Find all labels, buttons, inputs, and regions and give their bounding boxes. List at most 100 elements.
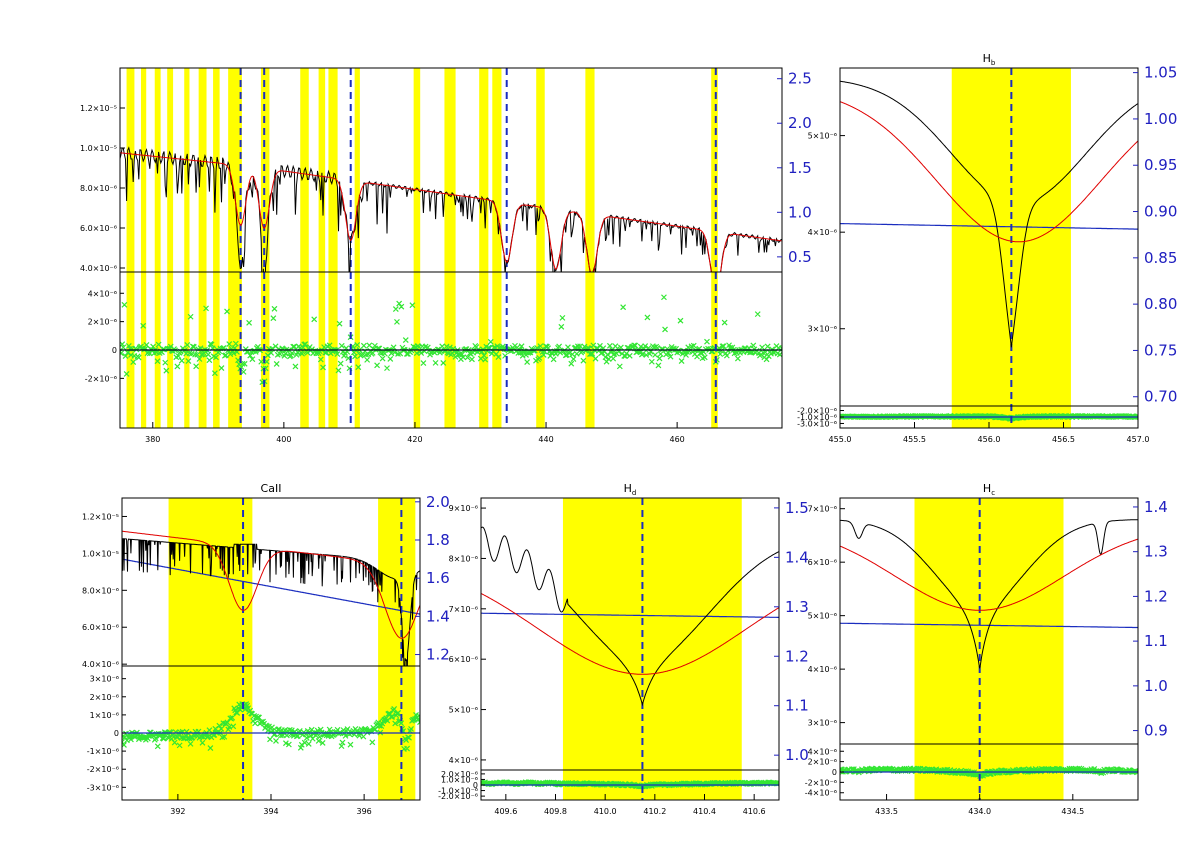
xtick-label: 433.5 [875,807,898,816]
ytick-right-label: 1.6 [426,569,450,587]
xtick-label: 400 [276,435,291,444]
ytick-right-label: 1.4 [426,607,450,625]
mask-band [184,68,190,428]
ytick-right-label: 1.0 [785,746,809,764]
ytick-label: 5×10⁻⁶ [808,612,837,621]
title-main: CaII [261,482,282,495]
mask-band [413,68,421,428]
ytick-right-label: 1.00 [1144,110,1177,128]
panel-overview: 1.2×10⁻⁵ 1.0×10⁻⁵ 8.0×10⁻⁶ 6.0×10⁻⁶ 4.0×10⁻⁶… [80,67,812,444]
ytick-right-label: 1.3 [1144,543,1168,561]
ytick-label: 4×10⁻⁶ [808,228,837,237]
ytick-label: 6×10⁻⁶ [808,558,837,567]
ytick-label: 8.0×10⁻⁶ [82,586,119,595]
ytick-right-label: 1.1 [1144,632,1168,650]
panel-caii: 1.2×10⁻⁵ 1.0×10⁻⁵ 8.0×10⁻⁶ 6.0×10⁻⁶ 4.0×10⁻⁶… [82,482,450,816]
mask-band [492,68,502,428]
mask-band [126,68,135,428]
resid-tick-label: -1.0×10⁻⁶ [438,787,478,796]
mask-band [228,68,242,428]
ytick-label: 6×10⁻⁶ [449,655,478,664]
resid-tick-label: -2×10⁻⁶ [87,765,119,774]
ytick-right-label: 1.3 [785,598,809,616]
model-spectrum [120,152,782,272]
panel-title: Hb [983,52,996,67]
mask-band [354,68,360,428]
ytick-right-label: 1.4 [1144,498,1168,516]
ytick-right-label: 1.0 [1144,677,1168,695]
panel-hb: 5×10⁻⁶ 4×10⁻⁶ 3×10⁻⁶ 0.70 0.75 0.80 0.85 0.90 0.… [797,52,1177,444]
ytick-label: 1.2×10⁻⁵ [80,104,117,113]
panel-hd: 9×10⁻⁶ 8×10⁻⁶ 7×10⁻⁶ 6×10⁻⁶ 5×10⁻⁶ 4×10⁻⁶ 1.0 1… [438,482,809,816]
resid-tick-label: -3×10⁻⁶ [87,783,119,792]
mask-band [198,68,207,428]
ytick-right-label: 1.5 [788,159,812,177]
ytick-label: 8.0×10⁻⁶ [80,184,117,193]
ytick-right-label: 1.8 [426,531,450,549]
resid-tick-label: -2.0×10⁻⁶ [797,407,837,416]
resid-tick-label: -1.0×10⁻⁶ [797,413,837,422]
title-sub: d [632,489,636,497]
resid-tick-label: 3×10⁻⁶ [90,675,119,684]
ytick-label: 1.0×10⁻⁵ [80,144,117,153]
ytick-label: 7×10⁻⁶ [449,605,478,614]
xtick-label: 456.0 [978,435,1001,444]
resid-tick-label: 2×10⁻⁶ [90,693,119,702]
ytick-right-label: 1.2 [426,646,450,664]
mask-band [328,68,338,428]
ytick-label: 3×10⁻⁶ [808,719,837,728]
ytick-label: 6.0×10⁻⁶ [80,224,117,233]
ytick-right-label: 1.0 [788,203,812,221]
continuum-curve [481,612,779,618]
ytick-right-label: 0.80 [1144,295,1177,313]
residual-markers [122,701,420,752]
xtick-label: 434.5 [1061,807,1084,816]
mask-band [914,498,1064,800]
xtick-label: 396 [356,807,371,816]
ytick-right-label: 2.5 [788,70,812,88]
resid-tick-label: 1.0×10⁻⁶ [441,775,478,784]
model-spectrum [122,530,420,639]
resid-tick-label: 2×10⁻⁶ [808,758,837,767]
resid-tick-label: 2.0×10⁻⁶ [441,770,478,779]
panel-title: Hc [983,482,995,497]
panel-hg: 7×10⁻⁶ 6×10⁻⁶ 5×10⁻⁶ 4×10⁻⁶ 3×10⁻⁶ 0.9 1.0 1.1 1… [805,482,1168,816]
ytick-label: 4.0×10⁻⁶ [80,264,117,273]
resid-tick-label: 2×10⁻⁶ [88,318,117,327]
ytick-label: 4×10⁻⁶ [808,665,837,674]
resid-tick-label: -2×10⁻⁶ [85,374,117,383]
resid-tick-label: -1×10⁻⁶ [87,747,119,756]
model-spectrum [840,538,1138,611]
ytick-right-label: 2.0 [426,493,450,511]
ytick-label: 5×10⁻⁶ [808,132,837,141]
xtick-label: 456.5 [1052,435,1075,444]
xtick-label: 440 [538,435,553,444]
panel-frame [839,497,1139,801]
panel-title: Hd [624,482,637,497]
ytick-right-label: 2.0 [788,114,812,132]
mask-band [536,68,545,428]
mask-band [167,68,174,428]
xtick-label: 410.6 [743,807,766,816]
ytick-right-label: 0.85 [1144,249,1177,267]
ytick-label: 5×10⁻⁶ [449,706,478,715]
continuum-curve [122,558,420,615]
xtick-label: 380 [145,435,160,444]
continuum-curve [840,622,1138,629]
mask-band [154,68,161,428]
title-sub: b [991,59,996,67]
resid-tick-label: 1×10⁻⁶ [90,711,119,720]
resid-tick-label: 4×10⁻⁶ [88,289,117,298]
mask-band [318,68,326,428]
title-main: H [624,482,632,495]
mask-band [479,68,489,428]
xtick-label: 434.0 [968,807,991,816]
ytick-right-label: 0.5 [788,248,812,266]
ytick-label: 3×10⁻⁶ [808,325,837,334]
observed-spectrum [840,80,1138,348]
ytick-right-label: 1.05 [1144,64,1177,82]
xtick-label: 420 [407,435,422,444]
resid-tick-label: -3.0×10⁻⁶ [797,419,837,428]
ytick-right-label: 1.5 [785,499,809,517]
xtick-label: 394 [263,807,278,816]
